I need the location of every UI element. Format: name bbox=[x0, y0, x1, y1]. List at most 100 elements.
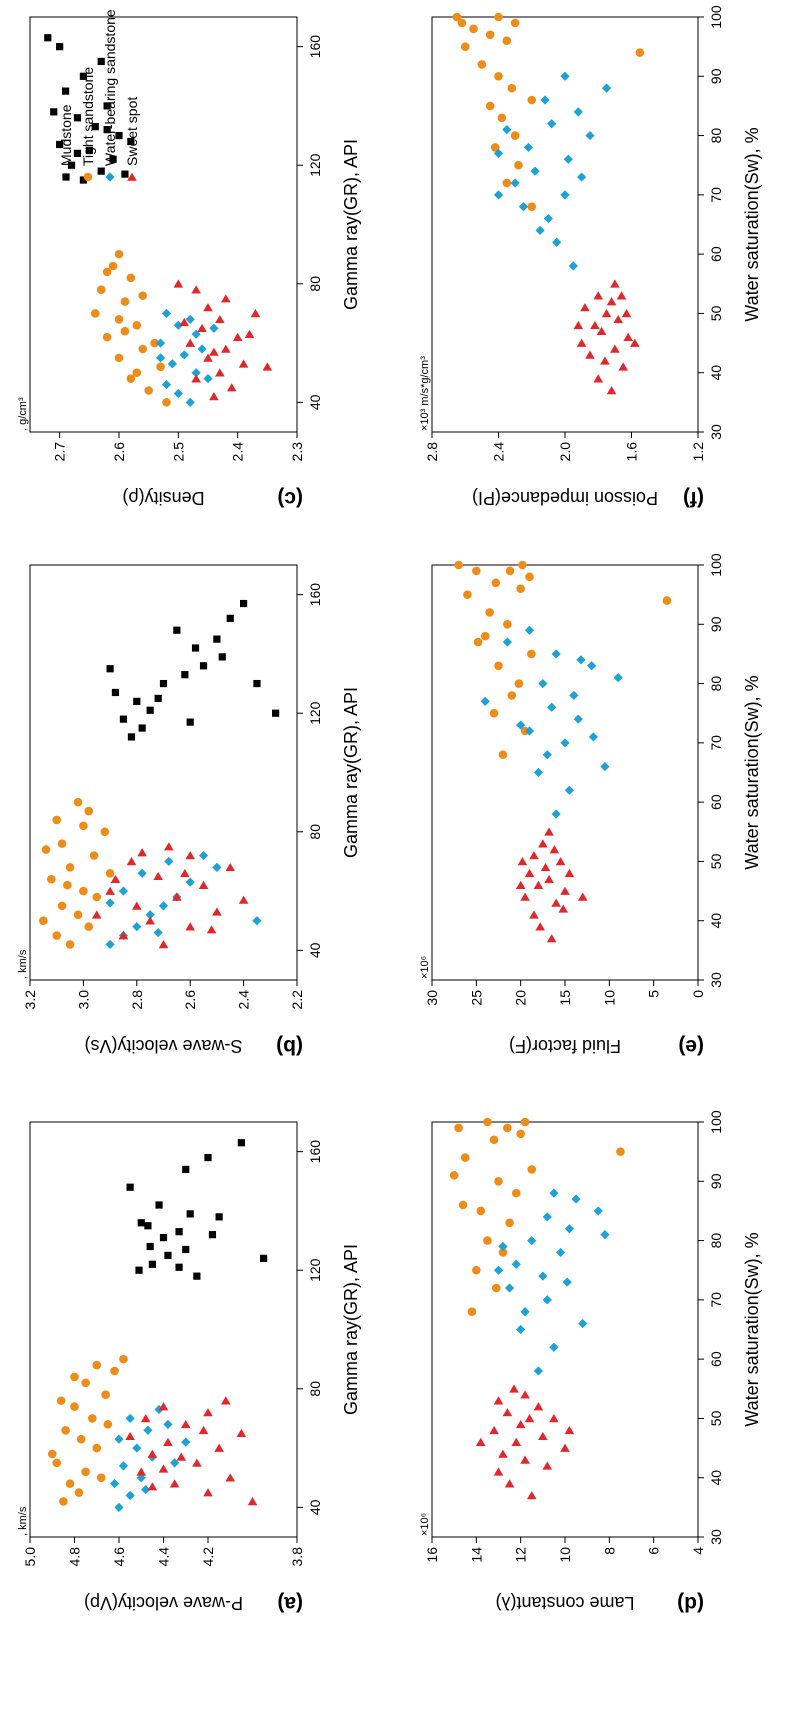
point-water-bearing-sandstone bbox=[543, 213, 553, 224]
point-sweet-spot bbox=[593, 374, 604, 383]
point-tight-sandstone bbox=[119, 1354, 128, 1364]
point-sweet-spot bbox=[185, 851, 195, 860]
point-sweet-spot bbox=[493, 1467, 504, 1476]
point-water-bearing-sandstone bbox=[540, 95, 550, 105]
x-tick-label: 160 bbox=[307, 583, 323, 607]
point-water-bearing-sandstone bbox=[527, 1235, 537, 1246]
point-mudstone bbox=[253, 679, 261, 688]
point-tight-sandstone bbox=[525, 572, 534, 582]
point-tight-sandstone bbox=[452, 12, 462, 22]
y-unit-label: ×10³ m/s*g/cm³ bbox=[419, 356, 431, 431]
point-tight-sandstone bbox=[120, 326, 130, 336]
point-sweet-spot bbox=[185, 338, 195, 347]
point-tight-sandstone bbox=[616, 1147, 625, 1156]
point-tight-sandstone bbox=[454, 1123, 463, 1133]
point-water-bearing-sandstone bbox=[136, 1473, 146, 1483]
point-tight-sandstone bbox=[65, 863, 75, 872]
point-tight-sandstone bbox=[503, 619, 512, 629]
legend-label-water-bearing-sandstone: Water-bearing sandstone bbox=[102, 9, 118, 166]
x-axis-title: Gamma ray(GR), API bbox=[341, 687, 361, 858]
point-mudstone bbox=[186, 1210, 194, 1218]
panel-label: (a) bbox=[277, 1592, 303, 1615]
point-sweet-spot bbox=[533, 1402, 544, 1411]
point-mudstone bbox=[175, 1228, 183, 1236]
point-sweet-spot bbox=[191, 285, 201, 294]
point-water-bearing-sandstone bbox=[145, 910, 155, 920]
point-tight-sandstone bbox=[96, 1473, 106, 1483]
point-sweet-spot bbox=[613, 314, 623, 324]
point-tight-sandstone bbox=[507, 691, 517, 700]
point-tight-sandstone bbox=[100, 827, 110, 837]
point-tight-sandstone bbox=[516, 1129, 525, 1139]
point-sweet-spot bbox=[475, 1437, 486, 1446]
point-mudstone bbox=[182, 1165, 190, 1174]
point-water-bearing-sandstone bbox=[511, 1259, 521, 1269]
point-mudstone bbox=[91, 123, 99, 131]
y-tick-label: 3.0 bbox=[75, 990, 91, 1010]
point-tight-sandstone bbox=[63, 880, 72, 890]
point-tight-sandstone bbox=[81, 1378, 90, 1388]
point-sweet-spot bbox=[262, 362, 273, 371]
y-axis-title: Poisson impedance(PI) bbox=[472, 488, 658, 508]
point-sweet-spot bbox=[580, 303, 590, 312]
point-water-bearing-sandstone bbox=[125, 1413, 135, 1424]
point-mudstone bbox=[56, 43, 64, 51]
x-tick-label: 160 bbox=[307, 35, 323, 59]
point-sweet-spot bbox=[515, 1419, 526, 1429]
x-tick-label: 80 bbox=[307, 824, 323, 840]
x-axis-title: Gamma ray(GR), API bbox=[341, 1244, 361, 1415]
point-tight-sandstone bbox=[92, 1360, 102, 1370]
point-water-bearing-sandstone bbox=[212, 862, 222, 872]
point-tight-sandstone bbox=[65, 940, 75, 949]
point-tight-sandstone bbox=[491, 578, 501, 588]
y-axis-title: Fluid factor(F) bbox=[509, 1036, 621, 1056]
point-tight-sandstone bbox=[52, 815, 62, 825]
point-tight-sandstone bbox=[101, 1390, 110, 1400]
point-water-bearing-sandstone bbox=[155, 353, 166, 363]
point-mudstone bbox=[121, 170, 129, 178]
x-tick-label: 50 bbox=[708, 305, 724, 321]
point-tight-sandstone bbox=[150, 338, 159, 348]
x-tick-label: 30 bbox=[708, 1529, 724, 1545]
y-tick-label: 2.0 bbox=[557, 442, 573, 462]
point-tight-sandstone bbox=[92, 1443, 102, 1453]
point-mudstone bbox=[44, 34, 52, 42]
point-water-bearing-sandstone bbox=[533, 1366, 543, 1376]
y-tick-label: 10 bbox=[557, 1547, 573, 1563]
point-mudstone bbox=[73, 114, 82, 122]
x-axis-title: Water saturation(Sw), % bbox=[742, 675, 762, 869]
point-mudstone bbox=[193, 1272, 201, 1280]
x-tick-label: 120 bbox=[307, 1258, 323, 1282]
y-unit-label: , km/s bbox=[17, 949, 29, 979]
point-water-bearing-sandstone bbox=[161, 379, 172, 390]
point-sweet-spot bbox=[225, 1473, 236, 1482]
y-tick-label: 15 bbox=[557, 990, 573, 1006]
x-tick-label: 90 bbox=[708, 1173, 724, 1189]
point-water-bearing-sandstone bbox=[549, 1188, 559, 1198]
point-sweet-spot bbox=[225, 862, 236, 872]
point-tight-sandstone bbox=[516, 584, 525, 594]
point-sweet-spot bbox=[549, 1414, 559, 1423]
point-sweet-spot bbox=[551, 898, 561, 907]
point-water-bearing-sandstone bbox=[118, 886, 129, 896]
point-water-bearing-sandstone bbox=[542, 1295, 552, 1305]
point-tight-sandstone bbox=[485, 30, 495, 40]
y-tick-label: 2.6 bbox=[111, 442, 127, 462]
x-tick-label: 40 bbox=[708, 365, 724, 381]
plot-frame bbox=[431, 1121, 699, 1538]
point-sweet-spot bbox=[511, 1437, 522, 1446]
legend-marker-mudstone bbox=[62, 173, 70, 181]
point-sweet-spot bbox=[236, 1428, 247, 1438]
point-water-bearing-sandstone bbox=[542, 750, 552, 760]
point-sweet-spot bbox=[524, 868, 535, 878]
point-water-bearing-sandstone bbox=[601, 83, 612, 93]
x-tick-label: 60 bbox=[708, 246, 724, 262]
point-tight-sandstone bbox=[81, 1467, 90, 1477]
point-sweet-spot bbox=[140, 1414, 151, 1423]
x-tick-label: 40 bbox=[708, 913, 724, 929]
point-tight-sandstone bbox=[472, 566, 481, 576]
y-tick-label: 3.8 bbox=[289, 1547, 305, 1567]
point-mudstone bbox=[182, 1245, 190, 1254]
panel-label: (c) bbox=[277, 487, 303, 510]
